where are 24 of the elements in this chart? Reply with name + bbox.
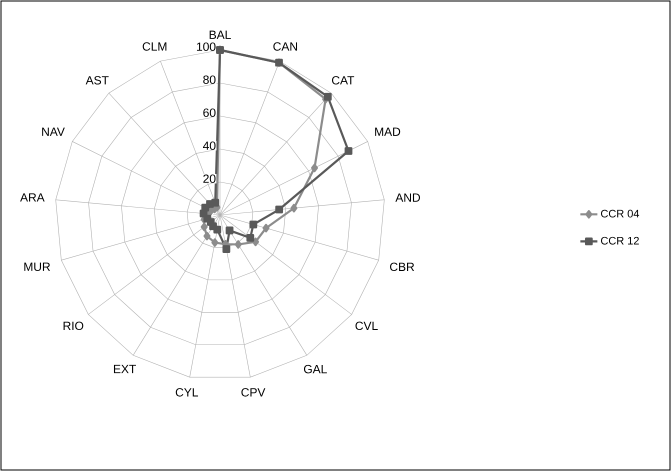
spoke-label: CVL <box>356 322 378 330</box>
y-tick-label: 20 <box>203 174 216 183</box>
spoke-label: AND <box>395 194 420 202</box>
y-tick-label: 40 <box>202 141 216 150</box>
spoke-label: NAV <box>42 128 65 136</box>
y-tick-label: 60 <box>203 108 216 117</box>
spoke-label: CLM <box>142 42 166 51</box>
spoke-label: CBR <box>390 262 414 272</box>
spoke-label: EXT <box>114 364 136 374</box>
y-tick-label: 100 <box>196 42 216 51</box>
spoke-label: AST <box>86 76 109 85</box>
spoke-label: GAL <box>304 364 327 374</box>
spoke-label: BAL <box>210 30 231 39</box>
y-tick-label: 80 <box>203 75 216 84</box>
spoke-label: ARA <box>20 193 45 202</box>
spoke-label: CPV <box>241 388 266 397</box>
legend-label: CCR 04 <box>601 210 640 218</box>
spoke-label: CYL <box>176 388 198 397</box>
spoke-label: MAD <box>375 128 400 136</box>
spoke-label: MUR <box>24 262 50 271</box>
legend-label: CCR 12 <box>601 236 639 245</box>
spoke-label: RIO <box>64 322 84 330</box>
spoke-label: CAT <box>332 76 354 85</box>
spoke-label: CAN <box>273 42 298 51</box>
